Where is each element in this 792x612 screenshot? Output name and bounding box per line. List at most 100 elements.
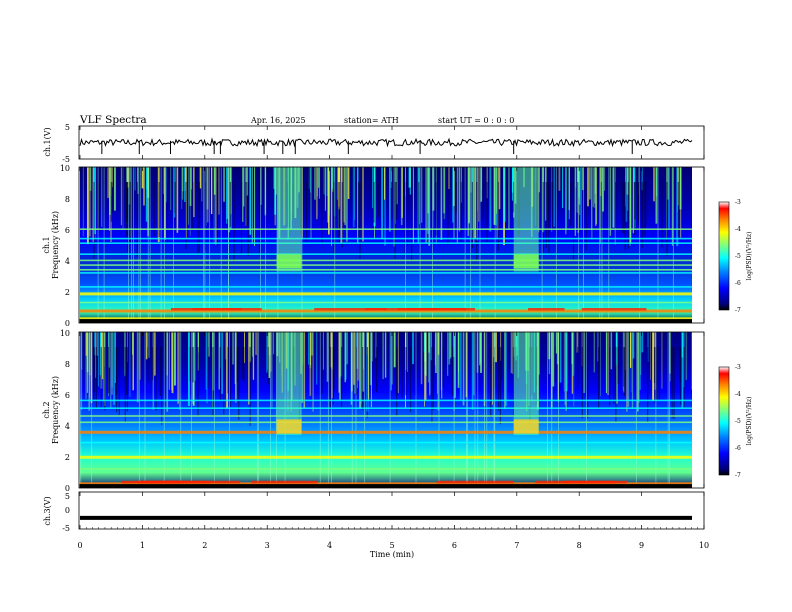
spec1-noise-column (574, 167, 576, 236)
spec1-dark-streak (305, 182, 308, 241)
spec2-dark-streak (366, 347, 368, 418)
spec1-noise-column (373, 167, 376, 227)
spec1-dark-streak (110, 182, 112, 222)
ch1-cb-tick-m6: -6 (735, 280, 741, 287)
spec2-noise-column (384, 332, 387, 378)
spec1-dark-streak (447, 182, 449, 245)
spec2-noise-column (428, 332, 430, 353)
spec1-noise-column (137, 167, 139, 194)
spec2-noise-column (641, 332, 644, 353)
spec2-dark-streak (673, 347, 675, 420)
spec2-noise-column (555, 332, 558, 354)
spec1-noise-column (226, 167, 229, 220)
spec1-noise-column (641, 167, 643, 191)
spec2-dark-streak (126, 347, 128, 412)
spec2-dark-streak (241, 347, 243, 380)
spec2-noise-column (576, 332, 579, 353)
spec2-noise-column (429, 332, 431, 394)
spec1-noise-column (362, 167, 364, 242)
spec1-noise-column (448, 167, 450, 189)
spec2-dark-streak (93, 347, 95, 392)
spec2-noise-column (322, 332, 324, 370)
spec2-noise-column (631, 332, 634, 409)
spec2-dark-streak (229, 347, 232, 407)
spec2-dark-streak (161, 347, 163, 425)
spec1-noise-column (246, 167, 249, 196)
spec2-noise-column (652, 332, 655, 401)
spec2-dark-streak (267, 347, 269, 385)
spec1-burst (276, 167, 302, 272)
spec1-dark-streak (551, 182, 553, 230)
spec1-dark-streak (585, 182, 587, 251)
spec2-noise-column (639, 332, 641, 390)
ch3-ytick-bottom: -5 (62, 524, 70, 533)
spec1-dark-streak (476, 182, 478, 262)
spec1-noise-column (409, 167, 411, 195)
spec1-dark-streak (627, 182, 629, 249)
spec1-noise-column (347, 167, 350, 199)
spec1-noise-column (89, 167, 92, 191)
ch2-ylabel-channel: ch.2 (42, 401, 51, 418)
spec2-dark-streak (647, 347, 649, 422)
spec1-burst-core (276, 254, 302, 269)
spec2-dark-streak (554, 347, 556, 382)
ch2-spectrogram (80, 332, 704, 488)
spec1-dark-streak (377, 182, 380, 218)
spec2-band (80, 430, 692, 434)
ch3-waveform-frame (78, 491, 705, 530)
spec2-noise-column (685, 332, 688, 380)
spec1-noise-column (679, 167, 682, 210)
spec2-dark-streak (151, 347, 153, 381)
spec1-dark-streak (644, 182, 646, 237)
spec1-noise-column (218, 167, 220, 215)
spec2-noise-column (344, 332, 347, 380)
spec2-dark-streak (207, 347, 209, 388)
spec1-noise-column (668, 167, 670, 229)
spec1-noise-column (594, 167, 596, 194)
spec2-noise-column (407, 332, 408, 372)
spec2-dark-streak (623, 347, 626, 397)
spec1-noise-column (562, 167, 564, 209)
spec2-blank (692, 332, 704, 488)
spec2-dark-streak (159, 347, 161, 396)
spec2-noise-column (353, 332, 355, 385)
spec2-noise-column (425, 332, 427, 401)
spec1-noise-column (456, 167, 458, 243)
spec1-dark-streak (153, 182, 155, 237)
spec1-noise-column (94, 167, 96, 235)
spec2-dark-streak (683, 347, 685, 408)
x-tick-label: 10 (699, 541, 709, 550)
spec2-noise-column (145, 332, 148, 360)
spec1-noise-column (496, 167, 497, 214)
spec2-noise-column (454, 332, 456, 398)
x-tick-label: 9 (639, 541, 644, 550)
spec2-dark-streak (321, 347, 323, 395)
spec1-noise-column (629, 167, 632, 244)
spec1-noise-column (211, 167, 213, 214)
spec2-noise-column (205, 332, 207, 390)
spec2-noise-column (331, 332, 333, 399)
spec2-noise-column (382, 332, 384, 380)
spec1-noise-column (260, 167, 262, 205)
spec2-band (80, 482, 692, 486)
spec1-dark-streak (666, 182, 668, 256)
spec2-noise-column (232, 332, 234, 365)
spec2-dark-streak (569, 347, 571, 386)
ch1-spectrogram-panel: 10 8 6 4 2 0 ch.1 Frequency (kHz) (42, 164, 705, 328)
x-tick-label: 7 (514, 541, 519, 550)
spec1-noise-column (568, 167, 570, 211)
spec1-red-streak (192, 308, 262, 311)
spec2-dark-streak (362, 347, 364, 410)
spec2-dark-streak (598, 347, 600, 410)
spec1-band (80, 269, 692, 271)
spec1-dark-streak (407, 182, 409, 246)
spec2-dark-streak (147, 347, 149, 383)
spec1-dark-streak (358, 182, 360, 239)
spec1-noise-column (443, 167, 446, 214)
spec2-dark-streak (332, 347, 334, 405)
spec1-dark-streak (497, 182, 499, 251)
spec1-dark-streak (127, 182, 129, 253)
spec2-band (80, 468, 692, 470)
spec2-burst (513, 332, 539, 435)
spec1-noise-column (310, 167, 312, 193)
